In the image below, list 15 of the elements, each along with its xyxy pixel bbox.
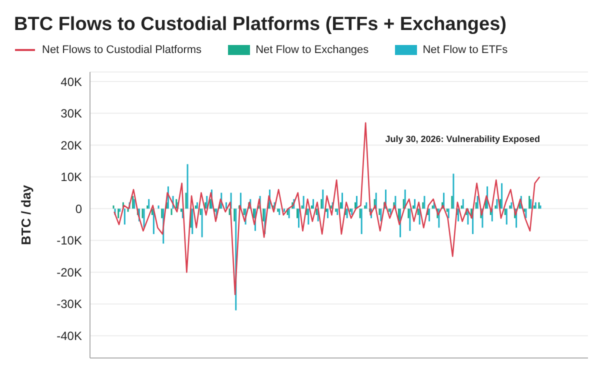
chart-title: BTC Flows to Custodial Platforms (ETFs + Exchanges): [13, 13, 508, 37]
legend-label: Net Flow to ETFs: [422, 44, 508, 56]
y-tick-label: 40K: [60, 74, 82, 89]
legend-label: Net Flows to Custodial Platforms: [42, 44, 202, 56]
y-tick-label: 30K: [60, 106, 82, 121]
y-tick-label: -10K: [56, 234, 82, 248]
y-tick-label: 10K: [60, 170, 82, 184]
y-axis-title: BTC / day: [18, 184, 34, 245]
annotation: July 30, 2026: Vulnerability Exposed: [385, 134, 540, 144]
y-tick-label: 20K: [60, 138, 82, 152]
y-tick-label: -40K: [56, 329, 82, 344]
y-tick-label: -20K: [56, 265, 82, 280]
legend-label: Net Flow to Exchanges: [256, 44, 369, 56]
y-tick-label: -30K: [56, 297, 82, 312]
y-tick-label: 0: [75, 202, 82, 216]
